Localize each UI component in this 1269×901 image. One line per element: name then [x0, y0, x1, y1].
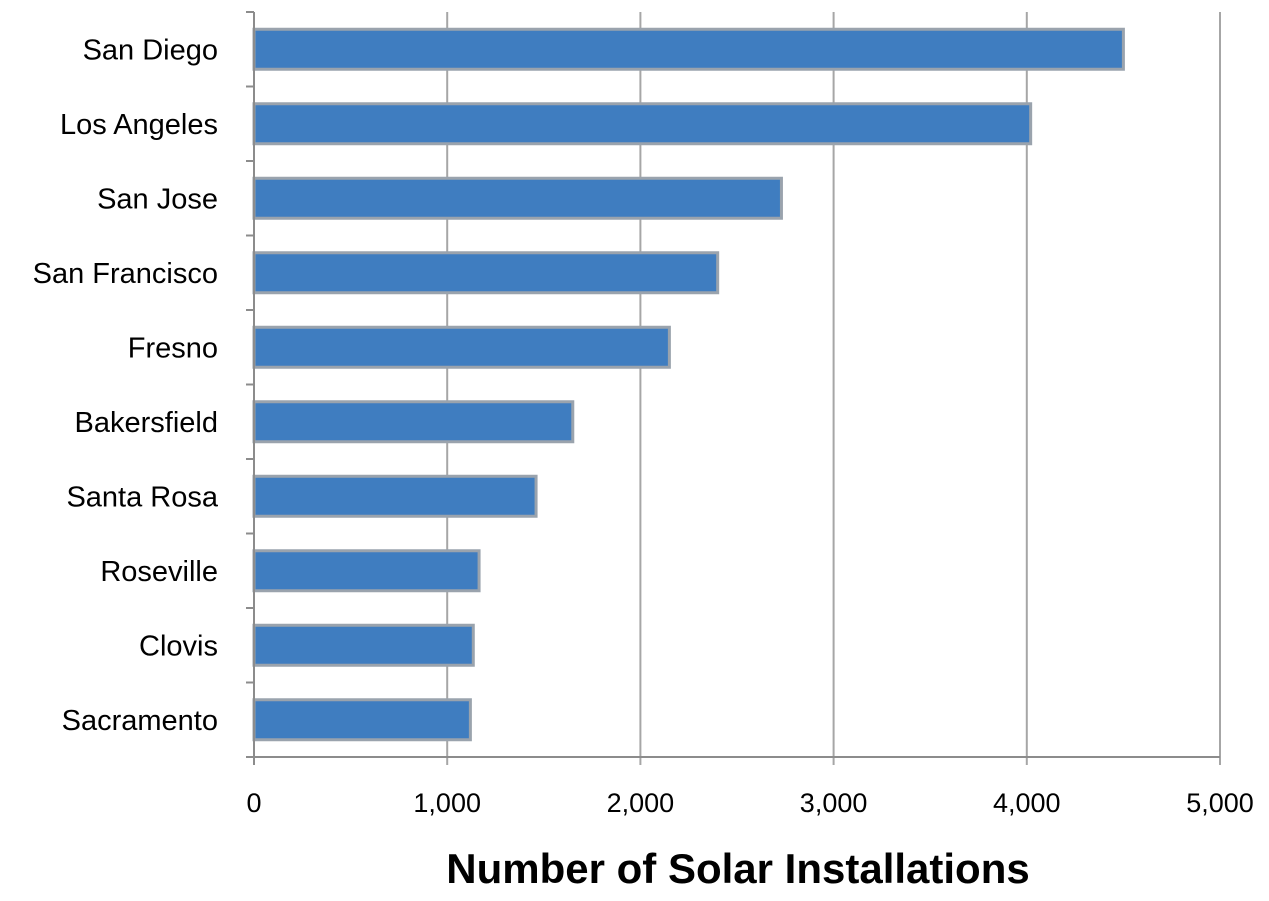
bar — [252, 698, 472, 742]
axes — [246, 11, 1220, 765]
x-axis-title: Number of Solar Installations — [446, 845, 1029, 892]
bar — [252, 474, 538, 518]
bar — [252, 27, 1125, 71]
x-tick-label: 5,000 — [1186, 788, 1254, 818]
bar — [252, 176, 783, 220]
category-label: San Diego — [83, 34, 218, 66]
bar — [252, 325, 671, 369]
category-label: San Jose — [97, 183, 218, 215]
x-tick-label: 0 — [246, 788, 261, 818]
category-label: Fresno — [128, 332, 218, 364]
tick-labels: 0 1,000 2,000 3,000 4,000 5,000 — [246, 788, 1253, 818]
x-tick-label: 1,000 — [413, 788, 481, 818]
category-label: Sacramento — [62, 705, 218, 737]
bar — [252, 400, 575, 444]
category-label: Roseville — [100, 556, 218, 588]
category-label: Los Angeles — [60, 109, 218, 141]
bar — [252, 251, 720, 295]
category-label: San Francisco — [33, 258, 218, 290]
x-tick-label: 3,000 — [800, 788, 868, 818]
bars — [252, 27, 1125, 742]
category-label: Clovis — [139, 630, 218, 662]
bar — [252, 102, 1033, 146]
category-label: Bakersfield — [75, 407, 218, 439]
category-label: Santa Rosa — [66, 481, 218, 513]
bar — [252, 623, 475, 667]
x-tick-label: 4,000 — [993, 788, 1061, 818]
x-tick-label: 2,000 — [607, 788, 675, 818]
bar — [252, 549, 481, 593]
category-labels: San Diego Los Angeles San Jose San Francisc… — [33, 34, 219, 737]
